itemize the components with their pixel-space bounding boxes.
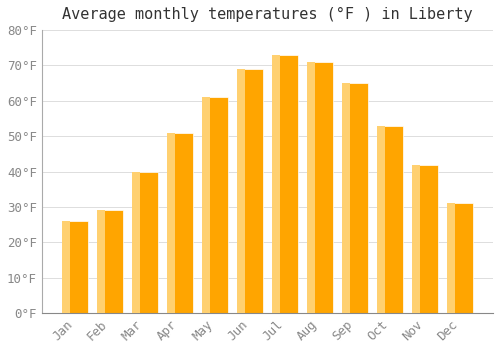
Bar	[272, 55, 280, 313]
Bar	[308, 62, 316, 313]
Bar	[168, 133, 192, 313]
Bar	[378, 126, 402, 313]
Bar	[238, 69, 246, 313]
Bar	[168, 133, 175, 313]
Bar	[308, 62, 332, 313]
Bar	[98, 210, 106, 313]
Bar	[132, 172, 158, 313]
Bar	[202, 97, 228, 313]
Bar	[98, 210, 122, 313]
Bar	[62, 221, 88, 313]
Bar	[202, 97, 210, 313]
Bar	[412, 164, 420, 313]
Title: Average monthly temperatures (°F ) in Liberty: Average monthly temperatures (°F ) in Li…	[62, 7, 472, 22]
Bar	[378, 126, 386, 313]
Bar	[62, 221, 70, 313]
Bar	[412, 164, 438, 313]
Bar	[238, 69, 262, 313]
Bar	[448, 203, 456, 313]
Bar	[448, 203, 472, 313]
Bar	[272, 55, 297, 313]
Bar	[342, 83, 350, 313]
Bar	[342, 83, 367, 313]
Bar	[132, 172, 140, 313]
